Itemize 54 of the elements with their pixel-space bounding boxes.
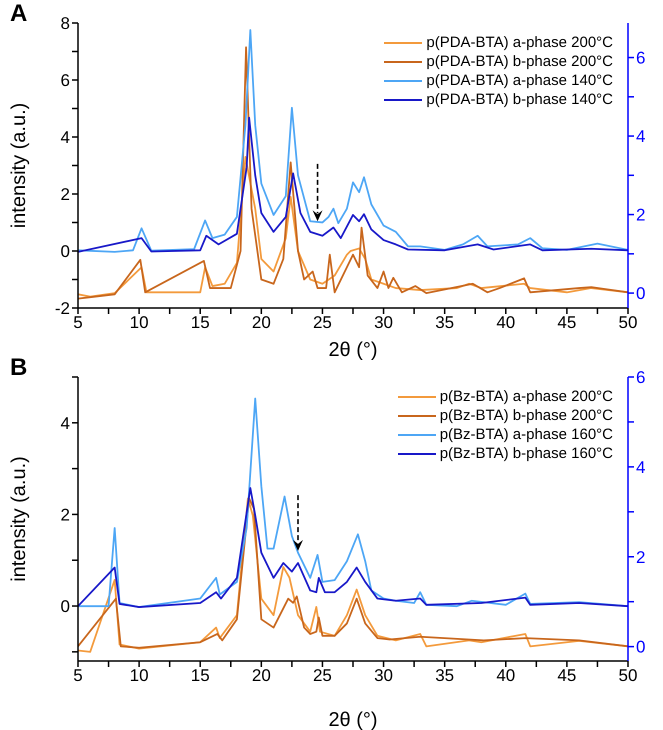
legend-label: p(PDA-BTA) b-phase 200°C: [426, 52, 613, 71]
line-series: [78, 29, 628, 253]
x-axis-title: 2θ (°): [328, 339, 378, 361]
y2-tick-label: 6: [636, 368, 646, 388]
y2-tick-label: 2: [636, 548, 646, 567]
x-axis-title: 2θ (°): [328, 709, 378, 730]
y-axis-title: intensity (a.u.): [8, 456, 30, 582]
y-tick-label: -2: [54, 299, 70, 318]
x-tick-label: 35: [435, 666, 454, 686]
x-tick-label: 30: [374, 313, 394, 332]
y2-tick-label: 4: [636, 127, 646, 146]
legend-label: p(PDA-BTA) a-phase 140°C: [426, 71, 613, 90]
x-tick-label: 45: [557, 666, 576, 686]
y-tick-label: 4: [60, 128, 70, 148]
y-tick-label: 2: [60, 185, 70, 204]
x-tick-label: 40: [496, 666, 516, 686]
x-tick-label: 50: [618, 666, 638, 686]
legend-label: p(PDA-BTA) b-phase 140°C: [426, 90, 613, 109]
y2-tick-label: 0: [636, 638, 646, 657]
x-tick-label: 50: [618, 313, 638, 332]
line-series: [78, 116, 628, 253]
x-tick-label: 5: [73, 313, 83, 332]
y-tick-label: 4: [60, 414, 70, 433]
chart-title: A: [10, 0, 28, 27]
x-tick-label: 15: [190, 313, 210, 332]
x-tick-label: 20: [252, 666, 271, 686]
y2-tick-label: 6: [636, 48, 646, 68]
y-axis-title: intensity (a.u.): [8, 102, 30, 228]
legend-label: p(Bz-BTA) a-phase 200°C: [440, 387, 613, 406]
x-tick-label: 5: [73, 666, 83, 686]
line-series: [78, 487, 628, 608]
y-tick-label: 6: [60, 71, 70, 90]
legend-label: p(Bz-BTA) b-phase 160°C: [440, 444, 613, 463]
x-tick-label: 45: [557, 313, 576, 332]
x-tick-label: 20: [252, 313, 271, 332]
x-tick-label: 10: [130, 313, 149, 332]
y-tick-label: 8: [60, 14, 70, 34]
x-tick-label: 25: [312, 666, 332, 686]
legend-label: p(Bz-BTA) a-phase 160°C: [440, 425, 613, 444]
chart-title: B: [10, 354, 28, 381]
y-tick-label: 0: [60, 597, 70, 616]
x-tick-label: 10: [130, 666, 149, 686]
x-tick-label: 30: [374, 666, 394, 686]
legend-label: p(Bz-BTA) b-phase 200°C: [440, 406, 613, 425]
legend-label: p(PDA-BTA) a-phase 200°C: [426, 33, 613, 52]
x-tick-label: 25: [312, 313, 332, 332]
y2-tick-label: 4: [636, 458, 646, 477]
y2-tick-label: 2: [636, 206, 646, 225]
x-tick-label: 35: [435, 313, 454, 332]
x-tick-label: 40: [496, 313, 516, 332]
y-tick-label: 0: [60, 242, 70, 262]
y-tick-label: 2: [60, 505, 70, 524]
x-tick-label: 15: [190, 666, 210, 686]
y2-tick-label: 0: [636, 284, 646, 304]
